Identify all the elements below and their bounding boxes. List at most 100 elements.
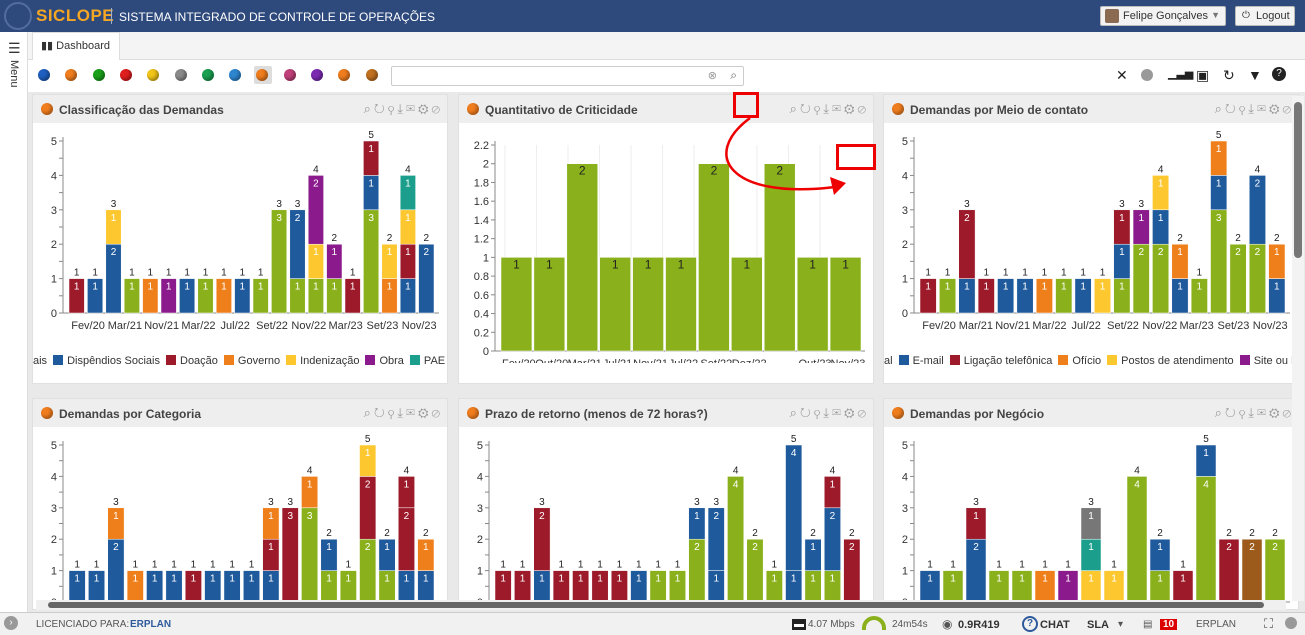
search-input[interactable]: ⊗ ⌕ xyxy=(391,66,744,86)
zoom-icon[interactable]: ⌕ xyxy=(1214,101,1225,116)
refresh-icon[interactable]: ↻ xyxy=(799,101,814,116)
filter-color-8[interactable] xyxy=(229,69,242,81)
refresh-icon[interactable]: ↻ xyxy=(373,405,388,420)
bar-segment[interactable] xyxy=(105,209,122,245)
bar-segment[interactable] xyxy=(326,243,343,279)
filter-color-6[interactable] xyxy=(174,69,187,81)
mail-icon[interactable]: ✉ xyxy=(406,405,418,420)
bar-segment[interactable] xyxy=(919,278,937,314)
pin-icon[interactable]: ⚲ xyxy=(1238,101,1249,116)
filter-color-3[interactable] xyxy=(92,69,105,81)
mail-icon[interactable]: ✉ xyxy=(1257,405,1269,420)
bar-segment[interactable] xyxy=(378,538,396,571)
block-icon[interactable]: ⊘ xyxy=(857,405,869,420)
download-icon[interactable]: ⤓ xyxy=(397,101,406,116)
filter-color-11[interactable] xyxy=(311,69,323,81)
bar-segment[interactable] xyxy=(197,278,214,314)
vertical-scrollbar[interactable] xyxy=(1292,96,1304,601)
help-icon[interactable]: ? xyxy=(1272,67,1286,81)
bar-segment[interactable] xyxy=(632,257,664,352)
settings-icon[interactable]: ⚙ xyxy=(417,405,432,420)
filter-color-12[interactable] xyxy=(338,69,351,81)
bar-segment[interactable] xyxy=(1190,278,1208,314)
block-icon[interactable]: ⊘ xyxy=(431,101,443,116)
bar-segment[interactable] xyxy=(796,257,829,352)
filter-icon[interactable]: ▼ xyxy=(1248,67,1262,83)
bar-segment[interactable] xyxy=(1126,476,1148,603)
filter-color-13[interactable] xyxy=(365,69,378,81)
pin-icon[interactable]: ⚲ xyxy=(387,405,398,420)
bar-segment[interactable] xyxy=(1210,140,1228,176)
bar-segment[interactable] xyxy=(301,507,319,603)
bar-segment[interactable] xyxy=(1152,175,1170,211)
download-icon[interactable]: ⤓ xyxy=(1248,101,1257,116)
bar-segment[interactable] xyxy=(1195,444,1217,477)
zoom-icon[interactable]: ⌕ xyxy=(363,405,374,420)
settings-icon[interactable]: ⚙ xyxy=(843,101,858,116)
pin-icon[interactable]: ⚲ xyxy=(813,101,824,116)
logout-button[interactable]: ⏻ Logout xyxy=(1235,6,1295,26)
bar-segment[interactable] xyxy=(359,444,377,477)
bar-segment[interactable] xyxy=(698,163,730,352)
document-icon[interactable]: ▤ xyxy=(1143,619,1153,630)
bar-segment[interactable] xyxy=(1055,278,1073,314)
legend-item[interactable]: Ofício xyxy=(1072,355,1102,367)
bar-segment[interactable] xyxy=(829,257,862,352)
bar-segment[interactable] xyxy=(1268,243,1286,279)
zoom-icon[interactable]: ⌕ xyxy=(789,405,800,420)
legend-item[interactable]: Site ou Mí xyxy=(1253,355,1298,367)
filter-color-10[interactable] xyxy=(283,69,296,81)
bar-segment[interactable] xyxy=(252,278,269,314)
bar-segment[interactable] xyxy=(398,476,415,509)
chat-label[interactable]: CHAT xyxy=(1040,619,1070,631)
bar-segment[interactable] xyxy=(68,278,85,314)
download-icon[interactable]: ⤓ xyxy=(823,101,832,116)
bar-segment[interactable] xyxy=(1249,175,1266,245)
refresh-icon[interactable]: ↻ xyxy=(1224,101,1239,116)
bar-segment[interactable] xyxy=(271,209,288,314)
bar-chart-icon[interactable]: ▁▃▅ xyxy=(1168,68,1194,80)
bar-segment[interactable] xyxy=(160,278,177,314)
scrollbar-thumb[interactable] xyxy=(48,602,1264,608)
mail-icon[interactable]: ✉ xyxy=(832,405,844,420)
filter-color-2[interactable] xyxy=(65,69,78,81)
chat-icon[interactable]: ? xyxy=(1022,616,1038,632)
bar-segment[interactable] xyxy=(824,476,841,509)
bar-segment[interactable] xyxy=(262,507,280,540)
block-icon[interactable]: ⊘ xyxy=(1282,101,1294,116)
notification-badge[interactable]: 10 xyxy=(1160,619,1178,630)
mail-icon[interactable]: ✉ xyxy=(832,101,844,116)
refresh-icon[interactable]: ↻ xyxy=(1224,405,1239,420)
legend-item[interactable]: al xyxy=(884,355,893,367)
bar-segment[interactable] xyxy=(731,257,763,352)
bar-segment[interactable] xyxy=(500,257,533,352)
dashboard-icon[interactable]: ▣ xyxy=(1196,67,1210,83)
bar-segment[interactable] xyxy=(418,243,435,314)
bar-segment[interactable] xyxy=(234,278,251,314)
filter-color-9[interactable] xyxy=(256,69,269,81)
bar-segment[interactable] xyxy=(939,278,956,314)
bar-segment[interactable] xyxy=(977,278,995,314)
bar-segment[interactable] xyxy=(307,175,324,245)
bar-segment[interactable] xyxy=(707,507,725,571)
bar-segment[interactable] xyxy=(289,209,306,279)
bar-segment[interactable] xyxy=(997,278,1015,314)
bar-segment[interactable] xyxy=(764,163,796,352)
mail-icon[interactable]: ✉ xyxy=(1257,101,1269,116)
bar-segment[interactable] xyxy=(1080,507,1102,540)
bar-segment[interactable] xyxy=(320,538,338,571)
block-icon[interactable]: ⊘ xyxy=(1282,405,1294,420)
bar-segment[interactable] xyxy=(566,163,598,352)
scrollbar-thumb[interactable] xyxy=(1294,102,1302,258)
bar-segment[interactable] xyxy=(665,257,697,352)
settings-icon[interactable]: ⚙ xyxy=(1268,101,1283,116)
circle-icon[interactable] xyxy=(1141,69,1153,81)
zoom-icon[interactable]: ⌕ xyxy=(789,101,800,116)
bar-segment[interactable] xyxy=(958,209,976,279)
bar-segment[interactable] xyxy=(179,278,196,314)
settings-icon[interactable]: ⚙ xyxy=(843,405,858,420)
filter-color-7[interactable] xyxy=(201,69,214,81)
refresh-icon[interactable]: ↻ xyxy=(373,101,388,116)
refresh-icon[interactable]: ↻ xyxy=(799,405,814,420)
download-icon[interactable]: ⤓ xyxy=(1248,405,1257,420)
